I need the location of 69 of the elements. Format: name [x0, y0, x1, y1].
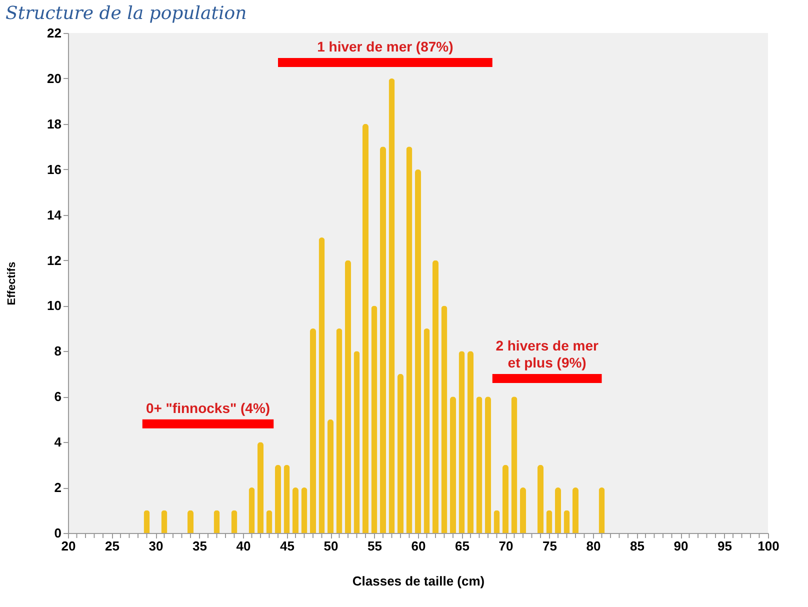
bar	[188, 510, 194, 533]
y-tick-label: 16	[47, 162, 62, 177]
bar	[248, 488, 255, 533]
y-tick-label: 8	[54, 344, 62, 359]
bar	[502, 464, 508, 533]
chart-title: Structure de la population	[6, 3, 247, 24]
bar	[258, 442, 264, 533]
bar	[371, 306, 378, 533]
y-tick-label: 4	[54, 434, 62, 450]
x-tick-label: 100	[758, 538, 780, 554]
x-tick-label: 60	[411, 538, 426, 554]
x-axis-title: Classes de taille (cm)	[352, 574, 485, 588]
x-tick-label: 35	[192, 538, 207, 554]
y-tick-label: 18	[47, 116, 62, 132]
bar	[424, 328, 430, 533]
bar	[432, 260, 438, 533]
bar	[318, 238, 325, 533]
bar	[450, 396, 456, 533]
y-tick-label: 6	[54, 389, 62, 404]
y-tick-label: 10	[47, 298, 62, 314]
bar	[301, 488, 308, 533]
series-label: 0+ "finnocks" (4%)	[146, 400, 270, 416]
bar	[415, 169, 421, 533]
bar	[476, 396, 482, 533]
x-tick-label: 55	[368, 538, 382, 554]
y-tick-label: 14	[47, 207, 62, 222]
bar	[388, 78, 395, 533]
x-tick-label: 70	[498, 538, 514, 554]
bar	[284, 464, 290, 533]
y-tick-label: 2	[54, 480, 62, 496]
bar	[485, 396, 491, 533]
bar	[380, 146, 386, 533]
bar	[538, 464, 544, 533]
bar	[441, 306, 448, 533]
bar	[468, 351, 474, 533]
x-tick-label: 25	[105, 538, 120, 554]
x-tick-label: 50	[324, 538, 338, 554]
x-tick-label: 65	[455, 538, 470, 554]
bar	[362, 124, 368, 533]
x-tick-label: 75	[542, 538, 557, 554]
x-tick-label: 90	[674, 538, 688, 554]
bar	[398, 374, 404, 533]
x-tick-label: 95	[718, 538, 732, 554]
y-tick-label: 22	[47, 26, 62, 40]
bar	[345, 260, 351, 533]
series-label: 1 hiver de mer (87%)	[317, 38, 454, 55]
y-tick-label: 12	[47, 252, 62, 268]
bar	[292, 488, 298, 533]
bar	[336, 328, 342, 533]
bar	[598, 488, 605, 533]
bar	[511, 396, 518, 533]
series-label: 2 hivers de mer et plus (9%)	[496, 337, 599, 370]
x-tick-label: 45	[280, 538, 294, 554]
bar	[275, 464, 281, 533]
bar	[354, 351, 360, 533]
bar	[406, 146, 412, 533]
y-axis-title: Effectifs	[6, 262, 18, 306]
bar	[458, 351, 465, 533]
x-tick-label: 85	[630, 538, 644, 554]
bar	[310, 328, 316, 533]
bar	[520, 488, 526, 533]
bar	[555, 488, 561, 533]
x-tick-label: 40	[236, 538, 251, 554]
y-tick-label: 20	[47, 70, 62, 86]
x-tick-label: 80	[586, 538, 601, 554]
y-tick-label: 0	[54, 526, 62, 540]
bar	[572, 488, 578, 533]
x-tick-label: 30	[148, 538, 164, 554]
bar	[328, 419, 334, 533]
